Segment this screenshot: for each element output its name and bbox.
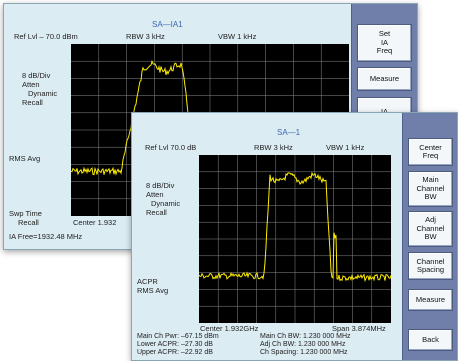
main-channel-bw-button[interactable]: Main Channel BW	[408, 171, 453, 207]
atten-label: Atten	[146, 190, 164, 199]
adj-ch-bw-readout: Adj Ch BW: 1.230 000 MHz	[260, 341, 346, 348]
plot-grid	[199, 155, 391, 323]
recall-label: Recall	[146, 208, 167, 217]
dynamic-label: Dynamic	[151, 199, 181, 208]
spectrum-trace	[199, 171, 391, 283]
rbw-label: RBW 3 kHz	[254, 143, 293, 152]
spectrum-plot-front	[199, 155, 391, 323]
vbw-label: VBW 1 kHz	[326, 143, 365, 152]
adj-channel-bw-button[interactable]: Adj Channel BW	[408, 211, 453, 247]
center-frequency: Center 1.932	[73, 218, 117, 227]
lower-acpr-readout: Lower ACPR: –27.30 dB	[137, 341, 213, 348]
atten-label: Atten	[22, 80, 40, 89]
recall-label: Recall	[22, 98, 43, 107]
swp-recall-label: Recall	[18, 218, 39, 227]
ia-free-readout: IA Free=1932.48 MHz	[9, 232, 83, 241]
scale-label: 8 dB/Div	[146, 181, 175, 190]
softkey-panel: Center Freq Main Channel BW Adj Channel …	[402, 113, 457, 360]
rms-avg-label: RMS Avg	[9, 154, 41, 163]
main-ch-bw-readout: Main Ch BW: 1.230 000 MHz	[260, 333, 351, 340]
dynamic-label: Dynamic	[28, 89, 58, 98]
rbw-label: RBW 3 kHz	[126, 32, 165, 41]
measure-button[interactable]: Measure	[408, 289, 453, 311]
swp-time-label: Swp Time	[9, 209, 42, 218]
main-ch-pwr-readout: Main Ch Pwr: –67.15 dBm	[137, 333, 219, 340]
ref-level: Ref Lvl 70.0 dB	[145, 143, 197, 152]
scale-label: 8 dB/Div	[22, 71, 51, 80]
rms-avg-label: RMS Avg	[137, 286, 169, 295]
spectrum-window-front: SA—1 Ref Lvl 70.0 dB RBW 3 kHz VBW 1 kHz…	[131, 112, 458, 361]
span-readout: Span 3.874MHz	[332, 324, 386, 333]
ch-spacing-readout: Ch Spacing: 1.230 000 MHz	[260, 349, 348, 356]
channel-spacing-button[interactable]: Channel Spacing	[408, 252, 453, 280]
window-title: SA—1	[277, 128, 301, 137]
vbw-label: VBW 1 kHz	[218, 32, 257, 41]
center-frequency: Center 1.932GHz	[200, 324, 259, 333]
set-ia-freq-button[interactable]: Set IA Freq	[357, 24, 412, 62]
acpr-label: ACPR	[137, 277, 158, 286]
center-freq-button[interactable]: Center Freq	[408, 138, 453, 166]
window-title: SA—IA1	[152, 20, 183, 29]
ref-level: Ref Lvl – 70.0 dBm	[14, 32, 78, 41]
measure-button[interactable]: Measure	[357, 67, 412, 91]
back-button[interactable]: Back	[408, 329, 453, 351]
upper-acpr-readout: Upper ACPR: –22.92 dB	[137, 349, 213, 356]
